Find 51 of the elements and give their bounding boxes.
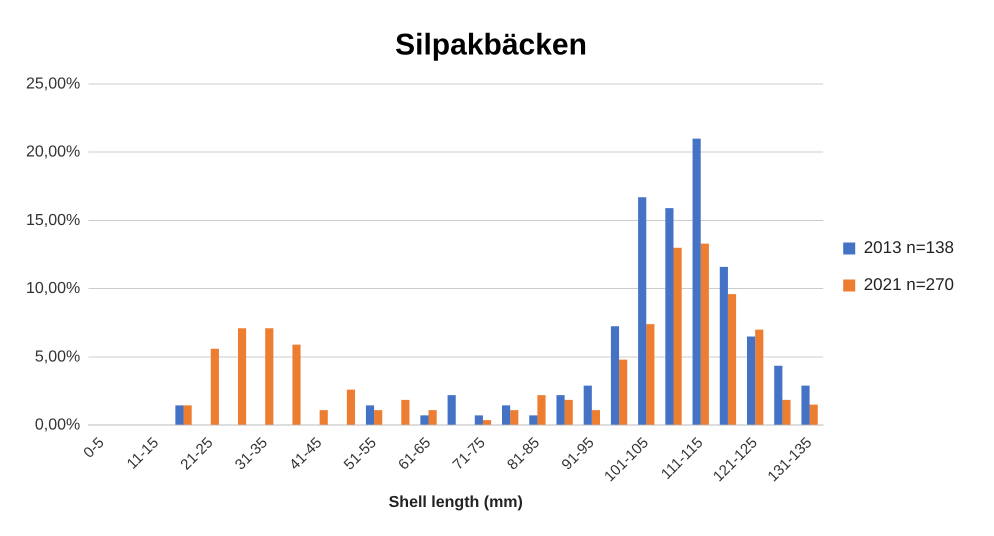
bar <box>728 294 736 425</box>
bar <box>556 395 565 425</box>
bar <box>774 366 782 425</box>
bar <box>210 348 219 425</box>
bar <box>610 326 620 425</box>
bar <box>801 386 810 425</box>
bar <box>374 410 382 425</box>
legend-label: 2021 n=270 <box>864 275 954 294</box>
y-tick-label: 15,00% <box>26 212 80 229</box>
bar <box>474 415 483 425</box>
bar <box>529 415 538 425</box>
y-tick-label: 20,00% <box>26 144 80 161</box>
bar <box>510 410 518 425</box>
x-axis-title: Shell length (mm) <box>388 494 523 511</box>
bar <box>366 405 374 425</box>
bar <box>448 395 456 425</box>
bar <box>755 330 764 425</box>
bar <box>619 360 628 425</box>
legend-label: 2013 n=138 <box>864 238 954 258</box>
bar <box>592 410 600 425</box>
bar <box>665 208 674 425</box>
bar <box>292 344 301 425</box>
bar <box>184 405 192 425</box>
bar <box>638 197 646 425</box>
bar <box>537 395 546 425</box>
bar <box>502 405 510 425</box>
y-tick-label: 25,00% <box>26 75 80 92</box>
y-tick-label: 0,00% <box>34 416 80 434</box>
bar <box>482 420 492 425</box>
y-tick-label: 5,00% <box>34 348 80 366</box>
bar <box>692 138 701 425</box>
chart-title: Silpakbäcken <box>395 28 587 62</box>
bar <box>746 336 756 425</box>
bar <box>265 328 274 425</box>
bar <box>401 400 410 425</box>
bar <box>646 324 654 425</box>
bar <box>810 404 818 425</box>
bar <box>782 400 791 425</box>
bar <box>420 415 429 425</box>
bar <box>700 244 709 425</box>
y-tick-label: 10,00% <box>26 280 80 298</box>
bar <box>428 410 437 425</box>
bar <box>720 266 728 425</box>
bar <box>346 390 356 425</box>
bar <box>238 328 246 425</box>
bar <box>320 410 328 425</box>
x-tick-label: 0-5 <box>80 434 108 462</box>
bar <box>584 386 592 425</box>
bar <box>674 248 682 425</box>
bar <box>175 405 184 425</box>
bar <box>564 400 573 425</box>
